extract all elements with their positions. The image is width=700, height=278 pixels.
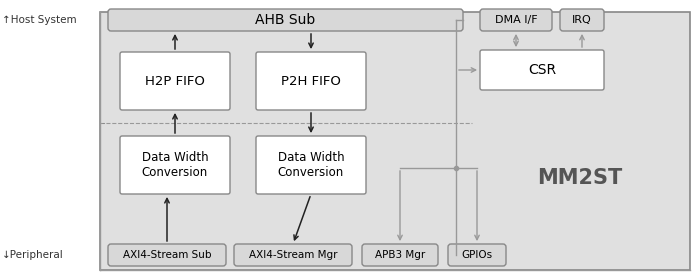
Text: GPIOs: GPIOs — [461, 250, 493, 260]
Text: AHB Sub: AHB Sub — [256, 13, 316, 27]
Text: AXI4-Stream Sub: AXI4-Stream Sub — [122, 250, 211, 260]
Text: IRQ: IRQ — [572, 15, 592, 25]
Text: -: - — [102, 118, 106, 128]
Text: APB3 Mgr: APB3 Mgr — [375, 250, 425, 260]
Text: AXI4-Stream Mgr: AXI4-Stream Mgr — [248, 250, 337, 260]
Text: CSR: CSR — [528, 63, 556, 77]
FancyBboxPatch shape — [560, 9, 604, 31]
Text: H2P FIFO: H2P FIFO — [145, 75, 205, 88]
FancyBboxPatch shape — [120, 52, 230, 110]
Text: Data Width
Conversion: Data Width Conversion — [141, 151, 209, 179]
FancyBboxPatch shape — [480, 50, 604, 90]
Text: ↑Host System: ↑Host System — [2, 15, 76, 25]
FancyBboxPatch shape — [234, 244, 352, 266]
FancyBboxPatch shape — [120, 136, 230, 194]
FancyBboxPatch shape — [480, 9, 552, 31]
Text: ↓Peripheral: ↓Peripheral — [2, 250, 64, 260]
FancyBboxPatch shape — [256, 136, 366, 194]
FancyBboxPatch shape — [448, 244, 506, 266]
Text: Data Width
Conversion: Data Width Conversion — [278, 151, 344, 179]
FancyBboxPatch shape — [256, 52, 366, 110]
FancyBboxPatch shape — [108, 9, 463, 31]
Text: P2H FIFO: P2H FIFO — [281, 75, 341, 88]
Text: MM2ST: MM2ST — [538, 168, 622, 188]
FancyBboxPatch shape — [108, 244, 226, 266]
FancyBboxPatch shape — [362, 244, 438, 266]
Bar — [100, 12, 690, 270]
Text: DMA I/F: DMA I/F — [495, 15, 538, 25]
